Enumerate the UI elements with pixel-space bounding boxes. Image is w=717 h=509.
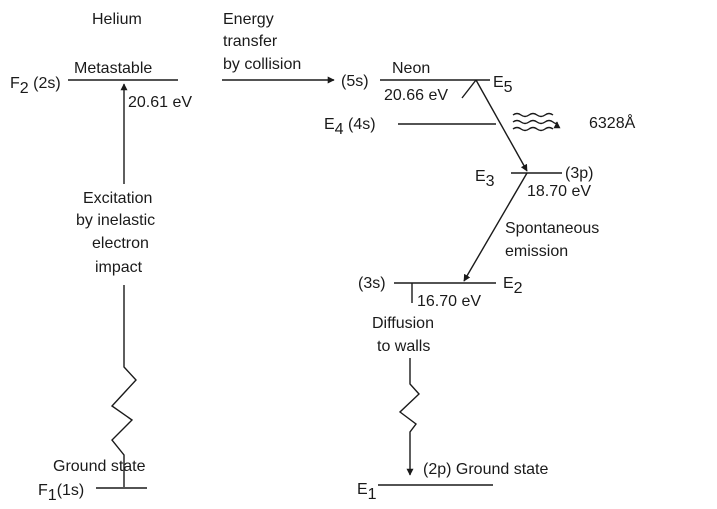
f2-level-label: F2 (2s): [10, 75, 61, 97]
spontaneous-emission-label-line-1: Spontaneous: [505, 220, 599, 237]
laser-emission-wave-1: [512, 112, 554, 118]
e2-energy-label: 16.70 eV: [417, 293, 481, 310]
f2-energy-label: 20.61 eV: [128, 94, 192, 111]
transfer-label-line-1: Energy: [223, 11, 274, 28]
e3-energy-label: 18.70 eV: [527, 183, 591, 200]
diffusion-label-line-2: to walls: [377, 338, 430, 355]
spontaneous-emission-label-line-2: emission: [505, 243, 568, 260]
laser-emission-wave-2: [512, 119, 561, 129]
metastable-label: Metastable: [74, 60, 152, 77]
diffusion-label-line-1: Diffusion: [372, 315, 434, 332]
laser-emission-wave-3: [512, 126, 554, 132]
excitation-label-line-1: Excitation: [83, 190, 152, 207]
helium-title: Helium: [92, 11, 142, 28]
e4-level-label: E4 (4s): [324, 116, 376, 138]
transfer-label-line-3: by collision: [223, 56, 301, 73]
e5-state-label: (5s): [341, 73, 369, 90]
f1-level-label: F1(1s): [38, 482, 84, 504]
e3-level-label: E3: [475, 168, 495, 190]
laser-wavelength-label: 6328Å: [589, 113, 636, 132]
diffusion-wavy-path: [398, 358, 420, 476]
e5-energy-label: 20.66 eV: [384, 87, 448, 104]
laser-transition-arrow: [475, 79, 528, 172]
excitation-label-line-4: impact: [95, 259, 143, 276]
e5-tick: [461, 79, 477, 99]
helium-ground-state-label: Ground state: [53, 458, 146, 475]
e1-level-label: E1: [357, 481, 377, 503]
neon-ground-state-label: (2p) Ground state: [423, 461, 549, 478]
spontaneous-emission-arrow: [463, 172, 528, 282]
e3-state-label: (3p): [565, 165, 593, 182]
excitation-label-line-2: by inelastic: [76, 212, 155, 229]
e2-state-label: (3s): [358, 275, 386, 292]
excitation-label-line-3: electron: [92, 235, 149, 252]
neon-title: Neon: [392, 60, 430, 77]
e2-level-label: E2: [503, 275, 523, 297]
e5-level-label: E5: [493, 74, 513, 96]
transfer-label-line-2: transfer: [223, 33, 278, 50]
excitation-wavy-path: [110, 285, 137, 487]
